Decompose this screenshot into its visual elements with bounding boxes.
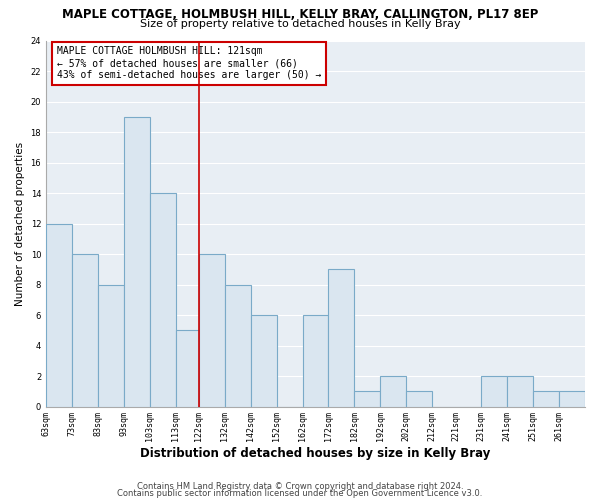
Text: MAPLE COTTAGE, HOLMBUSH HILL, KELLY BRAY, CALLINGTON, PL17 8EP: MAPLE COTTAGE, HOLMBUSH HILL, KELLY BRAY… — [62, 8, 538, 20]
Text: Contains public sector information licensed under the Open Government Licence v3: Contains public sector information licen… — [118, 490, 482, 498]
Bar — [533, 392, 559, 406]
Bar — [328, 270, 355, 406]
Bar — [302, 315, 328, 406]
Text: Size of property relative to detached houses in Kelly Bray: Size of property relative to detached ho… — [140, 19, 460, 29]
Bar — [225, 284, 251, 406]
Bar — [559, 392, 585, 406]
Y-axis label: Number of detached properties: Number of detached properties — [15, 142, 25, 306]
Bar — [149, 194, 176, 406]
Bar — [72, 254, 98, 406]
Text: Contains HM Land Registry data © Crown copyright and database right 2024.: Contains HM Land Registry data © Crown c… — [137, 482, 463, 491]
Text: MAPLE COTTAGE HOLMBUSH HILL: 121sqm
← 57% of detached houses are smaller (66)
43: MAPLE COTTAGE HOLMBUSH HILL: 121sqm ← 57… — [57, 46, 321, 80]
Bar — [124, 117, 149, 406]
Bar — [46, 224, 72, 406]
Bar — [406, 392, 432, 406]
Bar — [176, 330, 199, 406]
X-axis label: Distribution of detached houses by size in Kelly Bray: Distribution of detached houses by size … — [140, 447, 491, 460]
Bar — [380, 376, 406, 406]
Bar — [355, 392, 380, 406]
Bar — [481, 376, 507, 406]
Bar — [199, 254, 225, 406]
Bar — [98, 284, 124, 406]
Bar — [507, 376, 533, 406]
Bar — [251, 315, 277, 406]
